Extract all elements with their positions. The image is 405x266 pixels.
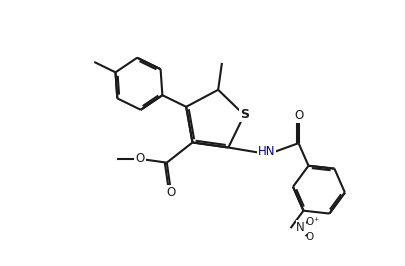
Text: O: O: [135, 152, 144, 165]
Text: O: O: [166, 186, 175, 199]
Text: N: N: [296, 221, 304, 234]
Text: ⁻: ⁻: [312, 210, 318, 220]
Text: O: O: [293, 109, 303, 122]
Text: ⁺: ⁺: [312, 217, 318, 227]
Text: HN: HN: [257, 145, 275, 158]
Text: S: S: [240, 109, 249, 122]
Text: O: O: [305, 232, 313, 242]
Text: O: O: [305, 217, 313, 227]
